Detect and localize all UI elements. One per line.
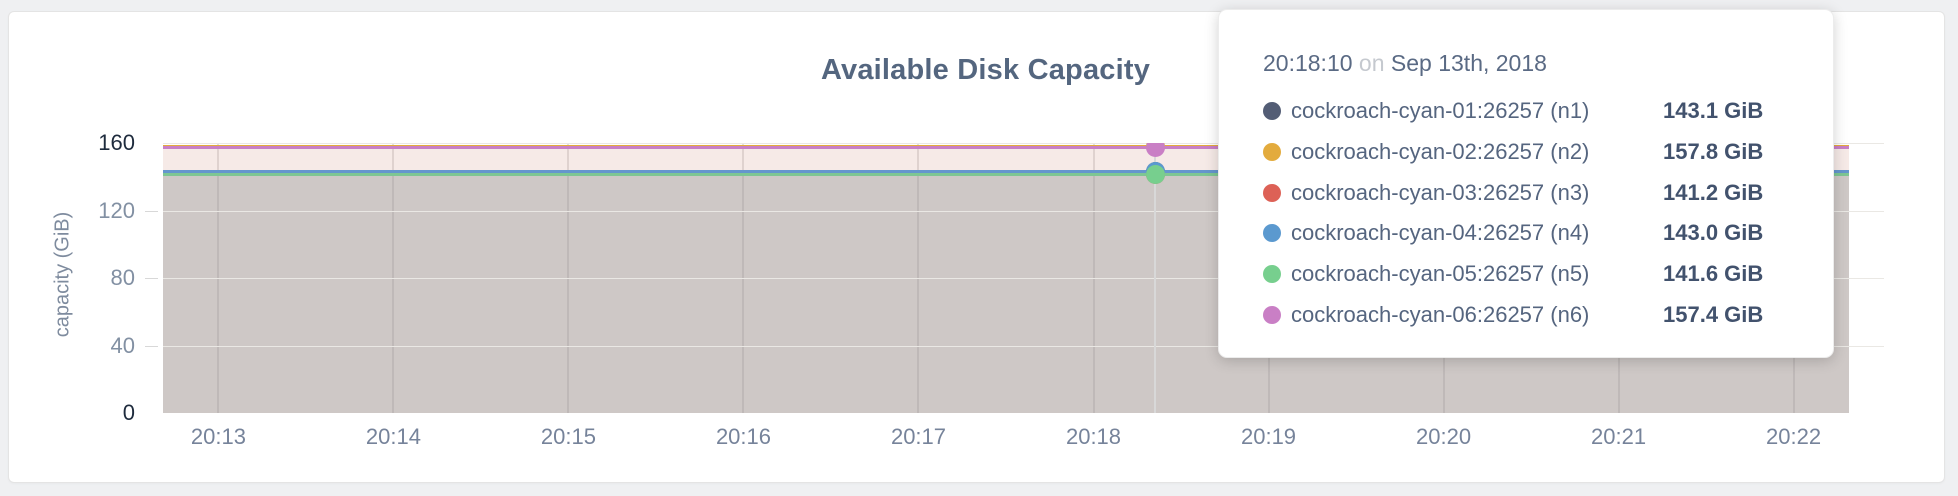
tooltip-date: Sep 13th, 2018 xyxy=(1390,50,1547,76)
hover-dot-n6 xyxy=(1145,143,1165,157)
tooltip-row-n2: cockroach-cyan-02:26257 (n2) 157.8 GiB xyxy=(1263,132,1803,173)
chart-title: Available Disk Capacity xyxy=(820,54,1151,86)
series-line-n6 xyxy=(163,145,1849,149)
legend-dot-n4 xyxy=(1263,224,1281,243)
series-line-n4 xyxy=(163,170,1849,174)
x-tick-label: 20:19 xyxy=(1240,424,1297,449)
hover-guideline xyxy=(1154,143,1156,413)
hover-tooltip: 20:18:10 on Sep 13th, 2018 cockroach-cya… xyxy=(1218,9,1834,358)
tooltip-series-name: cockroach-cyan-02:26257 (n2) xyxy=(1291,139,1590,165)
legend-dot-n3 xyxy=(1263,183,1281,202)
x-tick-label: 20:20 xyxy=(1416,424,1472,449)
x-tick-label: 20:22 xyxy=(1766,424,1822,449)
legend-dot-n1 xyxy=(1263,102,1281,121)
x-tick-label: 20:16 xyxy=(715,424,771,449)
tooltip-series-value: 157.8 GiB xyxy=(1663,139,1764,165)
tooltip-series-name: cockroach-cyan-01:26257 (n1) xyxy=(1291,98,1590,124)
tooltip-series-value: 141.2 GiB xyxy=(1663,179,1764,205)
tooltip-on-word: on xyxy=(1358,50,1385,76)
x-tick-label: 20:15 xyxy=(540,424,596,449)
y-tick-mark xyxy=(145,345,158,347)
y-tick-label: 160 xyxy=(98,130,135,155)
tooltip-row-n1: cockroach-cyan-01:26257 (n1) 143.1 GiB xyxy=(1263,91,1803,132)
x-tick-label: 20:14 xyxy=(365,424,421,449)
y-tick-label: 40 xyxy=(110,332,135,358)
x-tick-label: 20:13 xyxy=(190,424,246,449)
legend-dot-n2 xyxy=(1263,143,1281,162)
tooltip-series-value: 143.0 GiB xyxy=(1663,220,1764,246)
horizontal-gridline xyxy=(163,345,1884,347)
y-tick-label: 0 xyxy=(122,400,135,425)
y-tick-mark xyxy=(145,210,158,212)
tooltip-header: 20:18:10 on Sep 13th, 2018 xyxy=(1263,50,1803,77)
legend-dot-n5 xyxy=(1263,265,1281,284)
horizontal-gridline xyxy=(163,143,1884,144)
x-tick-label: 20:17 xyxy=(890,424,947,449)
tooltip-series-name: cockroach-cyan-05:26257 (n5) xyxy=(1291,261,1590,287)
series-line-n5 xyxy=(163,172,1849,176)
tooltip-row-n3: cockroach-cyan-03:26257 (n3) 141.2 GiB xyxy=(1263,172,1803,213)
tooltip-rows: cockroach-cyan-01:26257 (n1) 143.1 GiB coc… xyxy=(1263,91,1803,335)
tooltip-time: 20:18:10 xyxy=(1263,50,1353,76)
legend-dot-n6 xyxy=(1263,305,1281,324)
y-tick-label: 80 xyxy=(110,265,135,290)
tooltip-series-value: 143.1 GiB xyxy=(1663,98,1764,124)
horizontal-gridline xyxy=(163,278,1884,279)
hover-dot-n5 xyxy=(1145,164,1165,184)
tooltip-series-name: cockroach-cyan-03:26257 (n3) xyxy=(1291,179,1590,205)
tooltip-series-name: cockroach-cyan-04:26257 (n4) xyxy=(1291,220,1590,246)
tooltip-row-n5: cockroach-cyan-05:26257 (n5) 141.6 GiB xyxy=(1263,254,1803,295)
x-tick-label: 20:18 xyxy=(1065,424,1122,449)
tooltip-series-name: cockroach-cyan-06:26257 (n6) xyxy=(1291,301,1590,327)
tooltip-row-n4: cockroach-cyan-04:26257 (n4) 143.0 GiB xyxy=(1263,213,1803,254)
tooltip-series-value: 157.4 GiB xyxy=(1663,301,1764,327)
y-tick-label: 120 xyxy=(98,197,135,223)
tooltip-row-n6: cockroach-cyan-06:26257 (n6) 157.4 GiB xyxy=(1263,294,1803,335)
horizontal-gridline xyxy=(163,210,1884,212)
y-tick-mark xyxy=(145,278,158,279)
x-tick-label: 20:21 xyxy=(1591,424,1647,449)
tooltip-series-value: 141.6 GiB xyxy=(1663,261,1764,287)
